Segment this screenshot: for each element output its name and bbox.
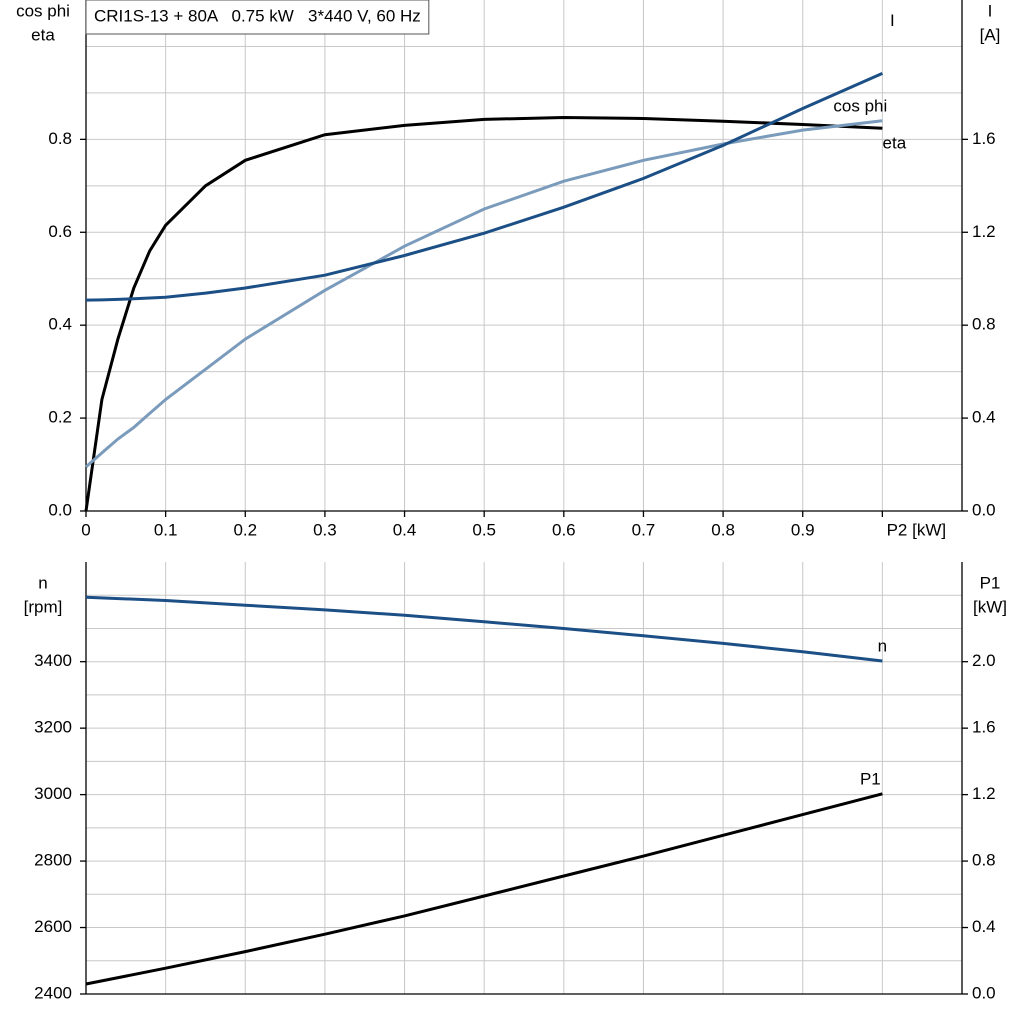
x-tick-label: 0.3 xyxy=(313,520,337,539)
y-axis-label: [rpm] xyxy=(24,597,63,616)
y-tick-label: 2600 xyxy=(34,917,72,936)
y2-tick-label: 2.0 xyxy=(972,651,996,670)
series-line xyxy=(85,119,883,469)
series-line xyxy=(85,792,883,986)
x-tick-label: P2 [kW] xyxy=(887,520,947,539)
x-tick-label: 0.4 xyxy=(393,520,417,539)
y-tick-label: 0.0 xyxy=(48,500,72,519)
y2-tick-label: 1.6 xyxy=(972,129,996,148)
y2-axis-label: P1 xyxy=(980,573,1001,592)
y-tick-label: 0.6 xyxy=(48,222,72,241)
y-tick-label: 2800 xyxy=(34,851,72,870)
x-tick-label: 0.1 xyxy=(154,520,178,539)
series-label: I xyxy=(890,11,895,30)
series-label: eta xyxy=(883,134,907,153)
series-label: n xyxy=(878,637,887,656)
y2-tick-label: 0.8 xyxy=(972,851,996,870)
y2-tick-label: 1.6 xyxy=(972,718,996,737)
series-label: cos phi xyxy=(833,96,887,115)
x-tick-label: 0.5 xyxy=(472,520,496,539)
y2-tick-label: 0.0 xyxy=(972,500,996,519)
x-tick-label: 0.6 xyxy=(552,520,576,539)
x-tick-label: 0.7 xyxy=(632,520,656,539)
y-tick-label: 3000 xyxy=(34,784,72,803)
y-tick-label: 0.4 xyxy=(48,315,72,334)
y2-tick-label: 0.8 xyxy=(972,315,996,334)
y-tick-label: 0.8 xyxy=(48,129,72,148)
y-tick-label: 0.2 xyxy=(48,408,72,427)
x-tick-label: 0.2 xyxy=(233,520,257,539)
y2-tick-label: 0.4 xyxy=(972,917,996,936)
y-tick-label: 3400 xyxy=(34,651,72,670)
x-tick-label: 0.8 xyxy=(711,520,735,539)
y-tick-label: 3200 xyxy=(34,718,72,737)
y2-axis-label: I xyxy=(988,1,993,20)
series-line xyxy=(85,595,883,663)
chart-title: CRI1S-13 + 80A 0.75 kW 3*440 V, 60 Hz xyxy=(94,6,421,25)
y2-tick-label: 0.0 xyxy=(972,983,996,1002)
x-tick-label: 0 xyxy=(81,520,90,539)
series-label: P1 xyxy=(860,769,881,788)
x-tick-label: 0.9 xyxy=(791,520,815,539)
y2-tick-label: 0.4 xyxy=(972,408,996,427)
y2-axis-label: [kW] xyxy=(973,597,1007,616)
y-axis-label: eta xyxy=(31,25,55,44)
series-line xyxy=(84,115,883,512)
y-axis-label: cos phi xyxy=(16,1,70,20)
y2-tick-label: 1.2 xyxy=(972,222,996,241)
y2-axis-label: [A] xyxy=(980,25,1001,44)
title-box xyxy=(85,0,430,35)
y2-tick-label: 1.2 xyxy=(972,784,996,803)
y-axis-label: n xyxy=(38,573,47,592)
series-line xyxy=(85,72,884,302)
y-tick-label: 2400 xyxy=(34,983,72,1002)
